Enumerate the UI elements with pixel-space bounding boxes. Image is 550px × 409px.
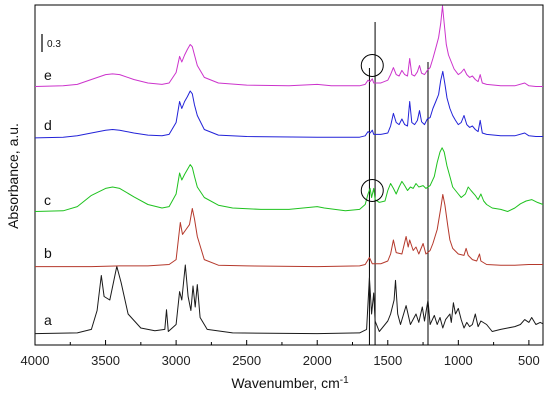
x-tick-label-1500: 1500 (373, 353, 402, 368)
trace-label-c: c (44, 192, 51, 208)
x-tick-label-2500: 2500 (232, 353, 261, 368)
x-tick-label-2000: 2000 (303, 353, 332, 368)
scale-bar-label: 0.3 (47, 39, 61, 50)
trace-c (34, 147, 544, 212)
y-axis-title: Absorbance, a.u. (5, 123, 21, 229)
trace-label-a: a (44, 312, 52, 328)
x-tick-label-500: 500 (518, 353, 540, 368)
plot-area (34, 4, 544, 346)
trace-b (35, 194, 543, 268)
x-tick-label-3500: 3500 (91, 353, 120, 368)
highlight-circle-c (360, 179, 384, 202)
x-tick-label-1000: 1000 (444, 353, 473, 368)
trace-a (34, 264, 544, 335)
trace-labels: a b c d e (44, 67, 52, 328)
trace-label-d: d (44, 117, 52, 133)
x-tick-label-3000: 3000 (162, 353, 191, 368)
x-axis-title: Wavenumber, cm-1 (231, 375, 349, 391)
x-axis-ticks: 4000 3500 3000 2500 2000 1500 1000 500 (21, 340, 540, 368)
trace-label-b: b (44, 245, 52, 261)
trace-label-e: e (44, 67, 52, 83)
trace-d (34, 70, 543, 139)
trace-e (34, 5, 543, 87)
x-tick-label-4000: 4000 (21, 353, 50, 368)
scale-bar: 0.3 (41, 34, 61, 52)
highlight-circles (360, 54, 384, 202)
highlight-circle-e (360, 54, 384, 77)
spectra-traces (34, 5, 544, 335)
